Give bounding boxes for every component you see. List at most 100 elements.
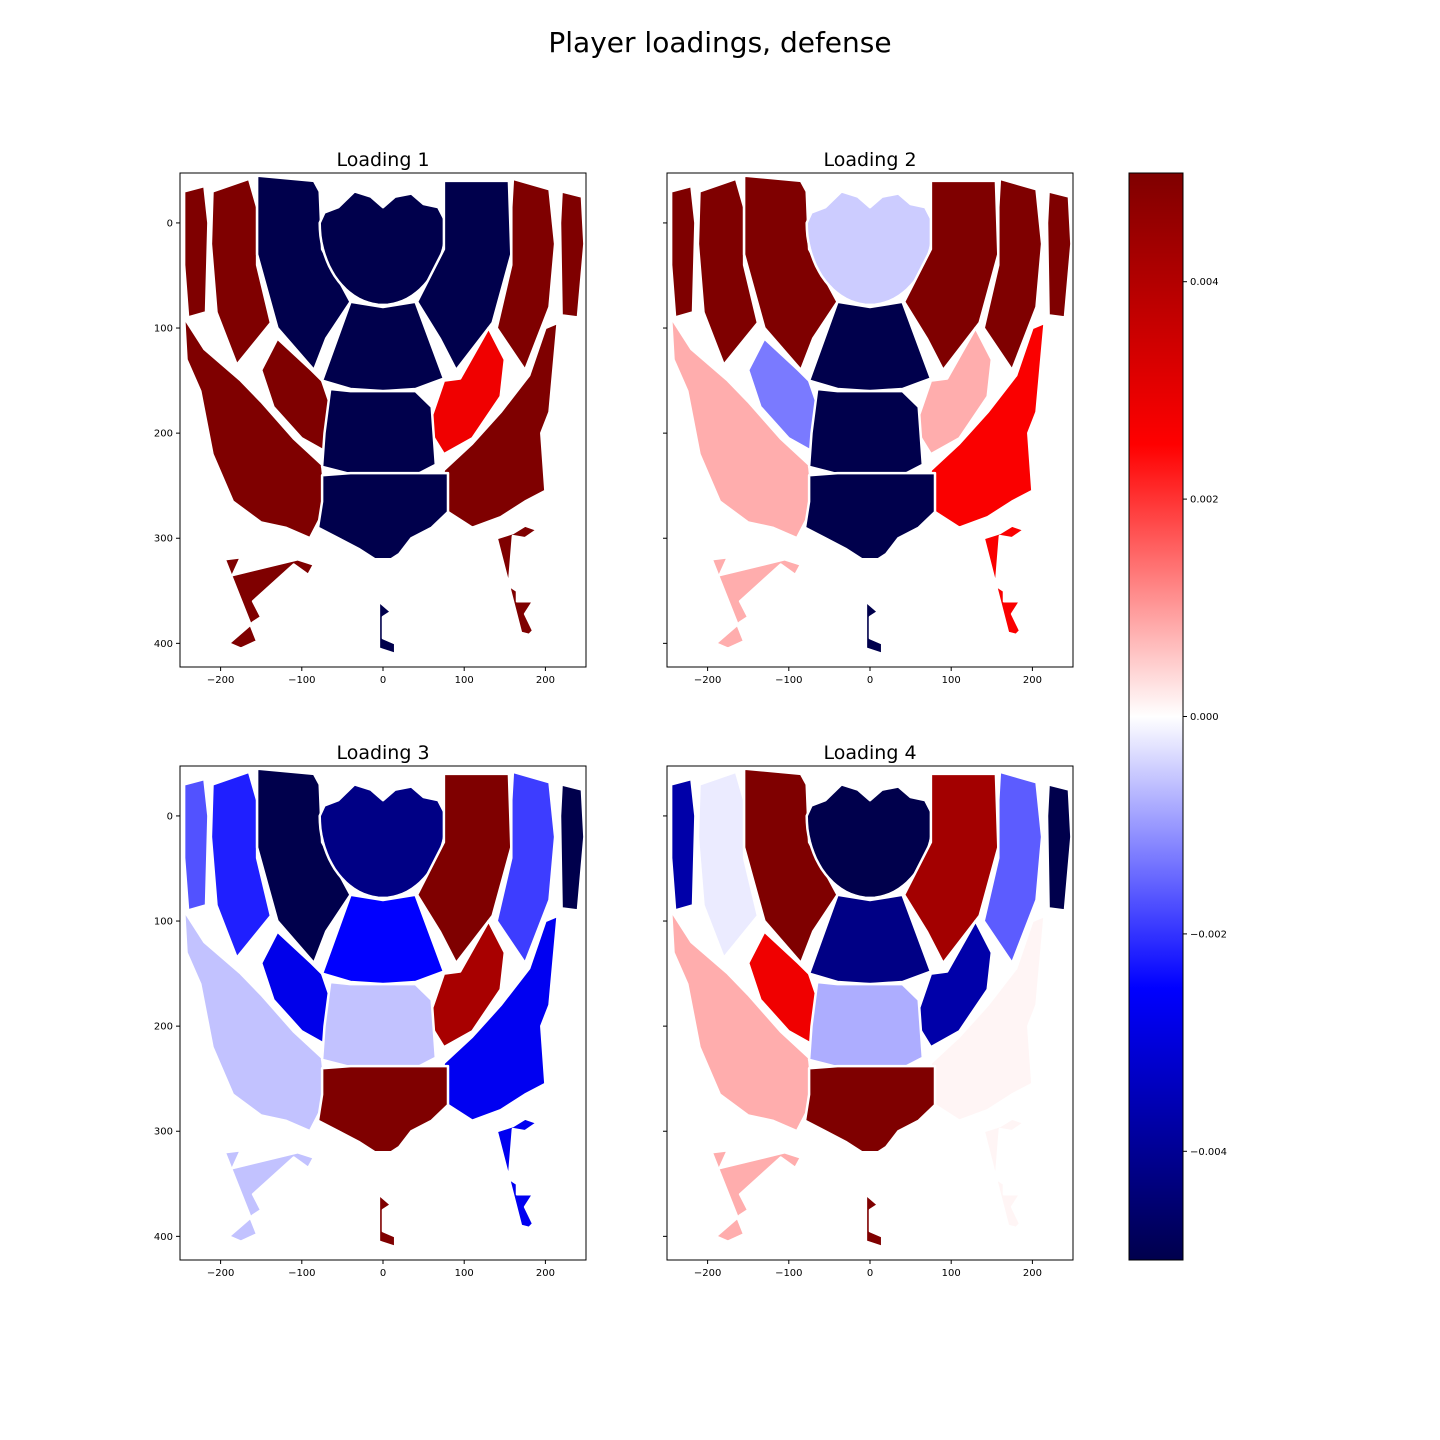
x-tick-label: 0	[867, 675, 873, 686]
zone-right-corner	[558, 783, 586, 912]
zone-deep-left	[223, 1148, 316, 1243]
zone-right-baseline-mid	[415, 772, 513, 965]
zone-right-corner	[558, 190, 586, 319]
y-tick-label: 0	[167, 811, 173, 822]
zone-right-baseline-mid	[902, 179, 1000, 372]
panel-3: Loading 3 −200 −100 0 100 200 0 100 200 300 400	[154, 742, 587, 1279]
zone-left-baseline-mid	[255, 174, 352, 372]
zone-left-corner	[182, 184, 210, 319]
colorbar-gradient	[1128, 172, 1184, 1261]
x-tick-label: 100	[455, 1268, 474, 1279]
zone-paint	[807, 300, 933, 393]
y-tick-label: 400	[154, 1232, 173, 1243]
zone-deep-right	[495, 524, 539, 637]
x-tick-label: 200	[536, 1268, 555, 1279]
x-tick-label: 0	[380, 1268, 386, 1279]
zone-right-corner	[1045, 783, 1073, 912]
zone-left-arc-three	[182, 316, 328, 540]
zone-right-arc-three	[925, 321, 1046, 529]
x-tick-label: 0	[867, 1268, 873, 1279]
x-tick-label: 200	[1023, 1268, 1042, 1279]
panels: Loading 1−200 −100 0 100 2000100200300400Loa…	[154, 149, 1074, 1279]
zone-right-baseline-mid	[415, 179, 513, 372]
zone-paint	[320, 893, 446, 986]
panel-title: Loading 2	[823, 149, 916, 171]
zone-group	[669, 767, 1073, 1249]
x-tick-label: 100	[942, 1268, 961, 1279]
zone-restricted-area	[805, 783, 935, 900]
colorbar-tick-label: −0.002	[1190, 929, 1227, 940]
zone-deep-right	[982, 1117, 1026, 1230]
zone-deep-center	[864, 1193, 884, 1249]
zone-left-corner	[182, 777, 210, 912]
y-tick-label: 400	[154, 639, 173, 650]
x-tick-label: −200	[207, 1268, 234, 1279]
zone-right-corner	[1045, 190, 1073, 319]
zone-deep-center	[377, 600, 397, 656]
zone-left-baseline-mid	[742, 174, 839, 372]
x-tick-label: −200	[694, 1268, 721, 1279]
panel-title: Loading 3	[336, 742, 429, 764]
x-tick-label: −100	[288, 675, 315, 686]
y-tick-label: 0	[167, 218, 173, 229]
zone-right-wing-three	[495, 770, 557, 965]
zone-restricted-area	[805, 190, 935, 307]
zone-left-arc-three	[182, 909, 328, 1133]
y-tick-label: 200	[154, 429, 173, 440]
zone-restricted-area	[318, 783, 448, 900]
y-tick-label: 100	[154, 324, 173, 335]
zone-group	[669, 174, 1073, 656]
zone-right-arc-three	[925, 914, 1046, 1122]
zone-group	[182, 174, 586, 656]
zone-top-key-three	[803, 1064, 937, 1154]
zone-left-corner	[669, 777, 697, 912]
zone-top-key-mid	[807, 980, 925, 1070]
panel-4: Loading 4 −200 −100 0 100 200	[663, 742, 1074, 1279]
x-tick-label: −200	[207, 675, 234, 686]
figure-title: Player loadings, defense	[548, 26, 891, 59]
panel-1: Loading 1 −200 −100 0 100 200 0 100 200 300 400	[154, 149, 587, 686]
zone-right-wing-three	[982, 770, 1044, 965]
x-tick-label: 100	[942, 675, 961, 686]
zone-right-wing-three	[495, 177, 557, 372]
zone-top-key-mid	[320, 980, 438, 1070]
zone-deep-left	[223, 555, 316, 650]
y-tick-label: 200	[154, 1022, 173, 1033]
zone-left-arc-three	[669, 316, 815, 540]
colorbar-tick-label: −0.004	[1190, 1147, 1227, 1158]
panel-2: Loading 2 −200 −100 0 100 200	[663, 149, 1074, 686]
x-tick-label: −100	[775, 1268, 802, 1279]
colorbar-tick-label: 0.002	[1190, 495, 1219, 506]
zone-deep-center	[377, 1193, 397, 1249]
y-tick-label: 300	[154, 1127, 173, 1138]
zone-right-arc-three	[438, 321, 559, 529]
zone-deep-right	[982, 524, 1026, 637]
panel-title: Loading 4	[823, 742, 916, 764]
zone-paint	[320, 300, 446, 393]
zone-deep-center	[864, 600, 884, 656]
zone-deep-left	[710, 1148, 803, 1243]
zone-deep-left	[710, 555, 803, 650]
x-tick-label: 200	[1023, 675, 1042, 686]
panel-title: Loading 1	[336, 149, 429, 171]
zone-top-key-mid	[320, 387, 438, 477]
zone-group	[182, 767, 586, 1249]
zone-left-arc-three	[669, 909, 815, 1133]
zone-right-baseline-mid	[902, 772, 1000, 965]
y-tick-label: 100	[154, 917, 173, 928]
zone-left-baseline-mid	[255, 767, 352, 965]
zone-deep-right	[495, 1117, 539, 1230]
zone-paint	[807, 893, 933, 986]
x-tick-label: −100	[288, 1268, 315, 1279]
zone-left-baseline-mid	[742, 767, 839, 965]
x-tick-label: 0	[380, 675, 386, 686]
zone-right-wing-three	[982, 177, 1044, 372]
zone-top-key-three	[316, 1064, 450, 1154]
zone-restricted-area	[318, 190, 448, 307]
colorbar-tick-label: 0.004	[1190, 277, 1219, 288]
y-tick-label: 300	[154, 534, 173, 545]
colorbar-tick-label: 0.000	[1190, 712, 1219, 723]
zone-top-key-three	[803, 471, 937, 561]
zone-left-corner	[669, 184, 697, 319]
